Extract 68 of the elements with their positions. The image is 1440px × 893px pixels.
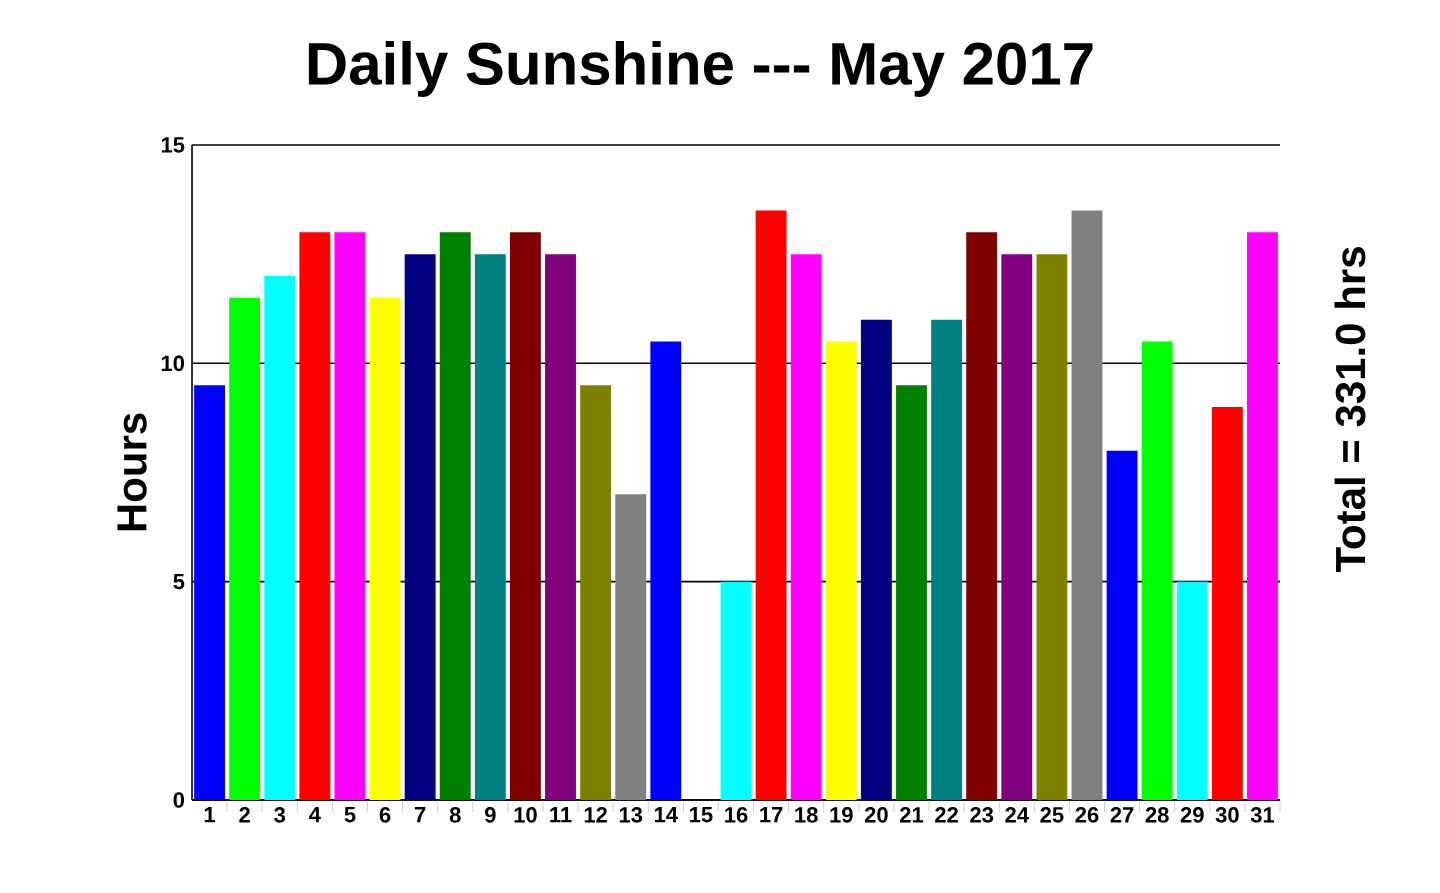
bar xyxy=(1001,254,1033,800)
x-tick-label: 9 xyxy=(484,807,496,823)
bar xyxy=(755,210,787,800)
bar xyxy=(545,254,576,800)
bar xyxy=(299,232,331,800)
bar xyxy=(896,385,927,800)
bar xyxy=(194,385,225,800)
y-tick-label: 15 xyxy=(161,137,185,153)
x-tick-label: 4 xyxy=(309,807,321,823)
bar xyxy=(966,232,998,800)
bar xyxy=(369,297,401,800)
bar xyxy=(1211,406,1243,800)
x-tick-label: 22 xyxy=(935,807,958,823)
bar xyxy=(1141,341,1173,800)
bar xyxy=(1176,581,1208,800)
bar xyxy=(404,254,436,800)
x-tick-label: 31 xyxy=(1250,807,1275,823)
x-tick-label: 28 xyxy=(1145,807,1169,823)
x-tick-label: 5 xyxy=(344,807,356,823)
x-tick-label: 30 xyxy=(1215,807,1239,823)
x-tick-label: 10 xyxy=(514,807,537,823)
text: Total = 331.0 hrs xyxy=(1334,247,1366,573)
bar xyxy=(1071,210,1103,800)
x-tick-label: 18 xyxy=(795,807,818,823)
x-tick-label: 14 xyxy=(654,807,678,823)
x-tick-label: 7 xyxy=(414,807,426,823)
bar xyxy=(860,319,892,800)
y-tick-label: 10 xyxy=(161,355,185,372)
x-tick-label: 17 xyxy=(760,807,783,823)
x-tick-label: 2 xyxy=(239,807,250,823)
x-tick-label: 15 xyxy=(690,807,713,823)
x-tick-label: 29 xyxy=(1180,807,1204,823)
y-axis-title: Hours xyxy=(117,413,147,531)
y-tick-label: 0 xyxy=(173,792,185,808)
bar xyxy=(650,341,682,800)
x-tick-label: 13 xyxy=(619,807,643,823)
x-tick-label: 25 xyxy=(1040,807,1064,823)
x-tick-label: 19 xyxy=(830,807,853,823)
bar xyxy=(931,319,963,800)
x-tick-label: 1 xyxy=(204,807,216,823)
bar xyxy=(1036,254,1068,800)
bar xyxy=(1106,450,1138,800)
bar xyxy=(1247,232,1278,800)
x-tick-label: 26 xyxy=(1075,807,1099,823)
x-tick-label: 20 xyxy=(864,807,888,823)
bar xyxy=(264,275,296,800)
x-tick-label: 11 xyxy=(550,807,572,823)
y-tick-label: 5 xyxy=(173,574,185,590)
x-tick-label: 24 xyxy=(1005,807,1029,823)
x-tick-label: 27 xyxy=(1110,807,1134,823)
bar xyxy=(615,494,647,800)
x-tick-label: 6 xyxy=(379,807,391,823)
bar xyxy=(439,232,471,800)
x-tick-label: 23 xyxy=(970,807,994,823)
bar xyxy=(790,254,822,800)
x-tick-label: 8 xyxy=(449,807,461,823)
x-tick-label: 21 xyxy=(900,807,924,823)
bar xyxy=(720,581,752,800)
x-tick-label: 16 xyxy=(725,807,748,823)
x-tick-label: 3 xyxy=(274,807,286,823)
chart-title: Daily Sunshine --- May 2017 xyxy=(308,41,1093,97)
bar xyxy=(334,232,366,800)
bar xyxy=(580,385,612,800)
bar xyxy=(509,232,541,800)
x-tick-label: 12 xyxy=(584,807,607,823)
bar xyxy=(229,297,261,800)
bar xyxy=(474,254,506,800)
bar xyxy=(825,341,857,800)
